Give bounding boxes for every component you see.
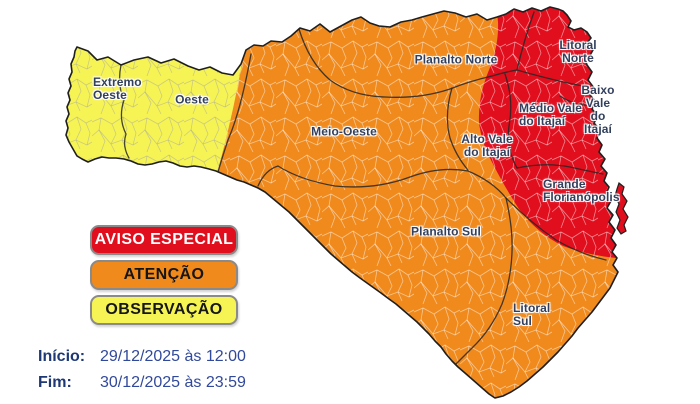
region-label-extremo-oeste: Extremo Oeste [93, 75, 142, 102]
region-label-medio-vale: Médio Vale do Itajaí [519, 101, 583, 128]
florianopolis-island [615, 183, 628, 234]
inicio-value: 29/12/2025 às 12:00 [100, 348, 246, 365]
fim-row: Fim: 30/12/2025 às 23:59 [38, 370, 246, 396]
legend: AVISO ESPECIAL ATENÇÃO OBSERVAÇÃO [90, 225, 238, 330]
legend-item-observacao: OBSERVAÇÃO [90, 295, 238, 325]
inicio-label: Início: [38, 348, 86, 365]
florianopolis-island-outline [614, 181, 629, 235]
region-borders [118, 11, 607, 367]
inicio-row: Início: 29/12/2025 às 12:00 [38, 344, 246, 370]
region-label-baixo-vale: Baixo Vale do Itajaí [581, 83, 615, 136]
region-label-meio-oeste: Meio-Oeste [311, 124, 377, 139]
legend-item-atencao: ATENÇÃO [90, 260, 238, 290]
region-label-litoral-norte: Litoral Norte [559, 38, 597, 65]
fim-label: Fim: [38, 374, 72, 391]
region-label-planalto-norte: Planalto Norte [414, 52, 498, 67]
region-label-planalto-sul: Planalto Sul [411, 224, 481, 239]
validity-period: Início: 29/12/2025 às 12:00 Fim: 30/12/202… [38, 344, 246, 396]
fim-value: 30/12/2025 às 23:59 [100, 374, 246, 391]
region-label-alto-vale: Alto Vale do Itajaí [461, 132, 513, 159]
region-label-grande-florianopolis: Grande Florianópolis [543, 177, 620, 204]
legend-item-aviso-especial: AVISO ESPECIAL [90, 225, 238, 255]
legend-label-observacao: OBSERVAÇÃO [105, 301, 223, 318]
region-label-litoral-sul: Litoral Sul [513, 301, 551, 328]
legend-label-atencao: ATENÇÃO [123, 266, 205, 283]
state-outline [65, 6, 619, 399]
region-label-oeste: Oeste [175, 92, 209, 107]
legend-label-aviso-especial: AVISO ESPECIAL [94, 231, 234, 248]
